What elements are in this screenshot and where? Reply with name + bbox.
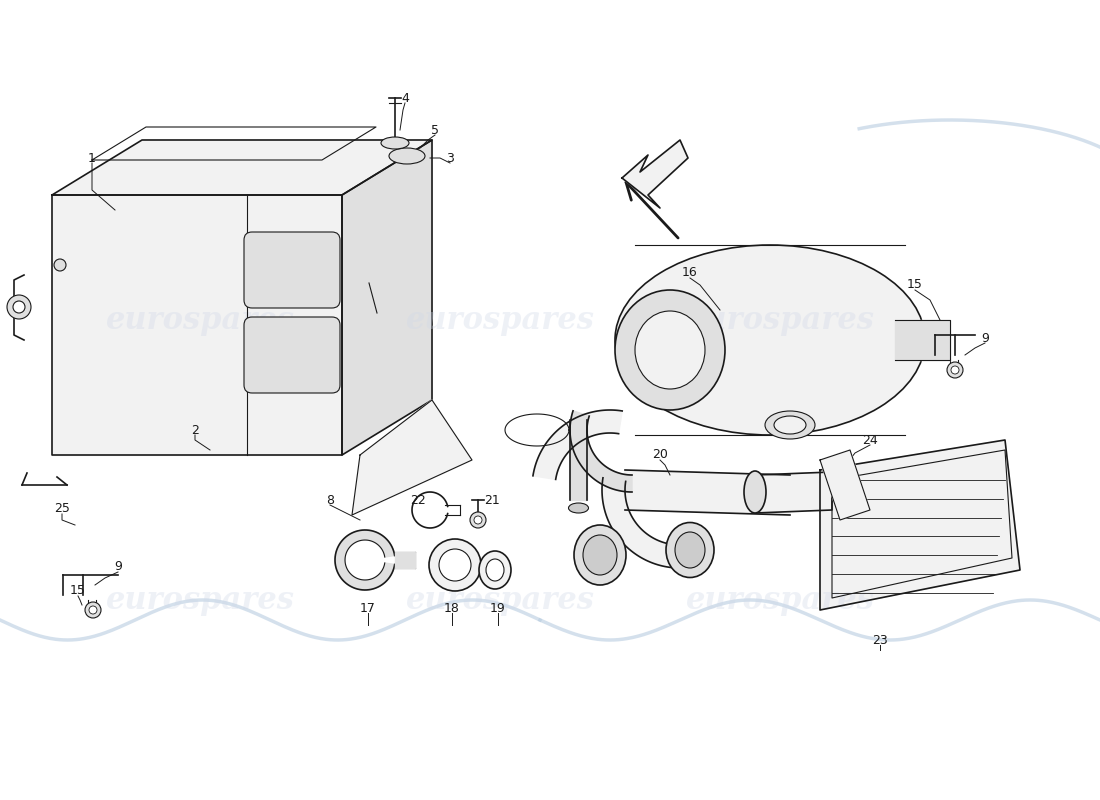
Ellipse shape (583, 535, 617, 575)
Text: 9: 9 (114, 561, 122, 574)
Polygon shape (52, 140, 432, 195)
Ellipse shape (615, 290, 725, 410)
Text: 15: 15 (908, 278, 923, 291)
Ellipse shape (569, 503, 589, 513)
Circle shape (947, 362, 962, 378)
Text: 16: 16 (682, 266, 697, 278)
Text: eurospares: eurospares (685, 585, 874, 615)
Text: 19: 19 (491, 602, 506, 614)
Text: 17: 17 (360, 602, 376, 614)
Text: 8: 8 (326, 494, 334, 506)
FancyBboxPatch shape (244, 317, 340, 393)
Text: 25: 25 (54, 502, 70, 514)
Polygon shape (820, 440, 1020, 610)
Ellipse shape (389, 148, 425, 164)
Text: 2: 2 (191, 423, 199, 437)
Ellipse shape (635, 311, 705, 389)
Polygon shape (895, 320, 950, 360)
Text: eurospares: eurospares (106, 585, 295, 615)
Polygon shape (570, 411, 632, 492)
Text: 23: 23 (872, 634, 888, 646)
Ellipse shape (615, 245, 925, 435)
Ellipse shape (744, 471, 766, 513)
Circle shape (429, 539, 481, 591)
Text: 5: 5 (431, 123, 439, 137)
Polygon shape (755, 472, 832, 513)
Ellipse shape (774, 416, 806, 434)
Text: eurospares: eurospares (685, 305, 874, 335)
Text: 9: 9 (981, 331, 989, 345)
Circle shape (952, 366, 959, 374)
Ellipse shape (478, 551, 512, 589)
Ellipse shape (574, 525, 626, 585)
Text: 21: 21 (484, 494, 499, 506)
Ellipse shape (486, 559, 504, 581)
Polygon shape (621, 140, 688, 208)
Text: 24: 24 (862, 434, 878, 446)
Text: 3: 3 (447, 151, 454, 165)
Circle shape (13, 301, 25, 313)
Polygon shape (342, 140, 432, 455)
Text: 18: 18 (444, 602, 460, 614)
Circle shape (54, 259, 66, 271)
Polygon shape (336, 530, 395, 590)
Ellipse shape (666, 522, 714, 578)
Text: 22: 22 (410, 494, 426, 506)
Ellipse shape (675, 532, 705, 568)
Polygon shape (52, 195, 342, 455)
Circle shape (89, 606, 97, 614)
Ellipse shape (381, 137, 409, 149)
Text: 1: 1 (88, 151, 96, 165)
Circle shape (439, 549, 471, 581)
FancyBboxPatch shape (244, 232, 340, 308)
Text: eurospares: eurospares (406, 585, 594, 615)
Circle shape (474, 516, 482, 524)
Polygon shape (534, 410, 623, 479)
Polygon shape (570, 420, 587, 500)
Polygon shape (820, 450, 870, 520)
Polygon shape (602, 478, 692, 568)
Text: eurospares: eurospares (106, 305, 295, 335)
Polygon shape (352, 400, 472, 515)
Polygon shape (395, 552, 415, 568)
Text: 15: 15 (70, 583, 86, 597)
Text: 20: 20 (652, 449, 668, 462)
Text: eurospares: eurospares (406, 305, 594, 335)
Circle shape (7, 295, 31, 319)
Polygon shape (625, 470, 790, 515)
Circle shape (470, 512, 486, 528)
Circle shape (85, 602, 101, 618)
Text: 4: 4 (402, 91, 409, 105)
Ellipse shape (764, 411, 815, 439)
